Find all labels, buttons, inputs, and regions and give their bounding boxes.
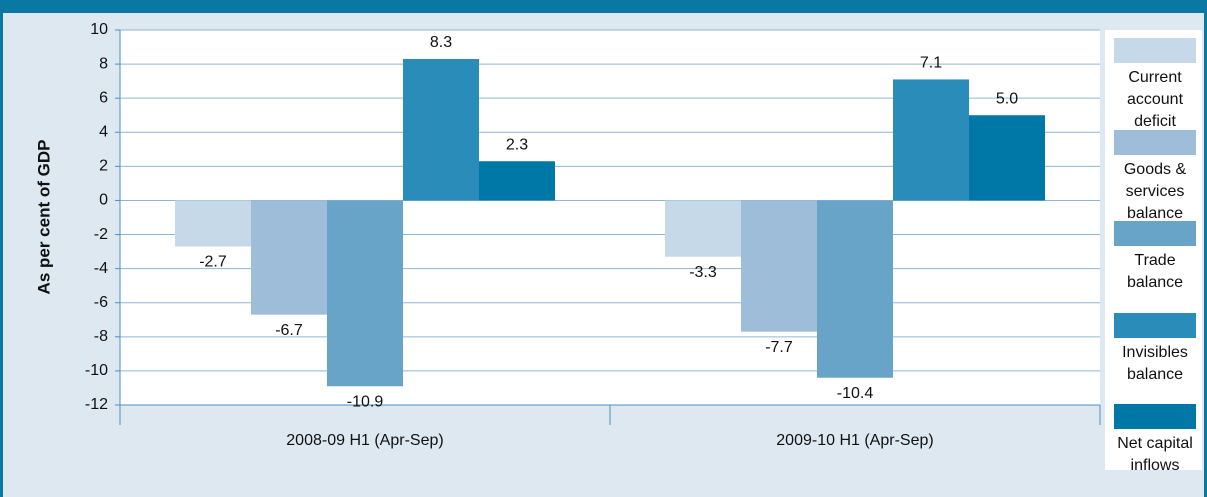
header-bar — [0, 0, 1207, 13]
bar — [175, 200, 251, 247]
x-tick-label: 2009-10 H1 (Apr-Sep) — [776, 432, 933, 449]
y-tick-label: -6 — [94, 294, 108, 311]
x-tick-label: 2008-09 H1 (Apr-Sep) — [286, 432, 443, 449]
legend-swatch — [1114, 404, 1196, 429]
bar — [403, 58, 479, 201]
bar — [479, 161, 555, 201]
y-tick-label: 2 — [99, 158, 108, 175]
value-label: -2.7 — [199, 254, 227, 271]
legend-label: Invisibles balance — [1122, 343, 1188, 383]
bar — [327, 200, 403, 387]
legend-swatch — [1114, 38, 1196, 63]
y-tick-label: 6 — [99, 89, 108, 106]
value-label: 8.3 — [430, 34, 452, 51]
bar — [665, 200, 741, 257]
bar — [893, 79, 969, 201]
legend-label: Net capital inflows — [1117, 435, 1193, 474]
y-axis-title: As per cent of GDP — [34, 140, 53, 295]
value-label: 2.3 — [506, 136, 528, 153]
y-tick-label: 10 — [90, 21, 108, 38]
bar — [741, 200, 817, 332]
legend-label: Trade balance — [1126, 252, 1184, 291]
bar — [817, 200, 893, 378]
legend-label: Goods & services balance — [1123, 160, 1187, 222]
y-tick-label: -2 — [94, 226, 108, 243]
bar — [969, 115, 1045, 201]
y-tick-label: 0 — [99, 192, 108, 209]
legend-swatch — [1114, 312, 1196, 338]
value-label: 7.1 — [920, 55, 942, 72]
y-tick-label: 8 — [99, 55, 108, 72]
value-label: 5.0 — [996, 90, 1018, 107]
y-tick-label: -10 — [85, 362, 108, 379]
value-label: -3.3 — [689, 264, 717, 281]
legend-swatch — [1114, 129, 1196, 155]
legend-label: Current account deficit — [1126, 69, 1184, 130]
frame-left — [0, 0, 3, 497]
value-label: -6.7 — [275, 322, 303, 339]
legend-box — [1105, 30, 1202, 470]
value-label: -10.9 — [347, 393, 384, 410]
y-tick-label: -4 — [94, 260, 108, 277]
value-label: -7.7 — [765, 339, 793, 356]
y-tick-label: -12 — [85, 396, 108, 413]
frame-right — [1204, 0, 1207, 497]
y-tick-label: 4 — [99, 123, 108, 140]
legend-swatch — [1114, 221, 1196, 246]
y-tick-label: -8 — [94, 328, 108, 345]
value-label: -10.4 — [837, 385, 874, 402]
bar — [251, 200, 327, 315]
